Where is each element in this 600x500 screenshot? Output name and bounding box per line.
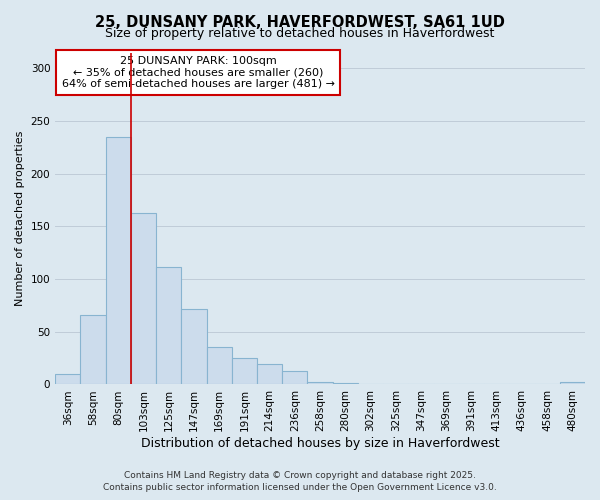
Bar [106,137,131,384]
Bar [156,268,181,384]
Text: Size of property relative to detached houses in Haverfordwest: Size of property relative to detached ho… [106,28,494,40]
Text: 25, DUNSANY PARK, HAVERFORDWEST, SA61 1UD: 25, DUNSANY PARK, HAVERFORDWEST, SA61 1U… [95,15,505,30]
Bar [560,382,585,384]
Bar [80,315,106,384]
Bar [206,346,232,385]
Bar [307,382,332,384]
Bar [181,308,206,384]
Text: 25 DUNSANY PARK: 100sqm
← 35% of detached houses are smaller (260)
64% of semi-d: 25 DUNSANY PARK: 100sqm ← 35% of detache… [62,56,335,89]
Bar [257,364,282,384]
Bar [55,374,80,384]
Text: Contains HM Land Registry data © Crown copyright and database right 2025.
Contai: Contains HM Land Registry data © Crown c… [103,471,497,492]
Bar [232,358,257,384]
Bar [282,371,307,384]
Bar [131,212,156,384]
X-axis label: Distribution of detached houses by size in Haverfordwest: Distribution of detached houses by size … [141,437,499,450]
Y-axis label: Number of detached properties: Number of detached properties [15,131,25,306]
